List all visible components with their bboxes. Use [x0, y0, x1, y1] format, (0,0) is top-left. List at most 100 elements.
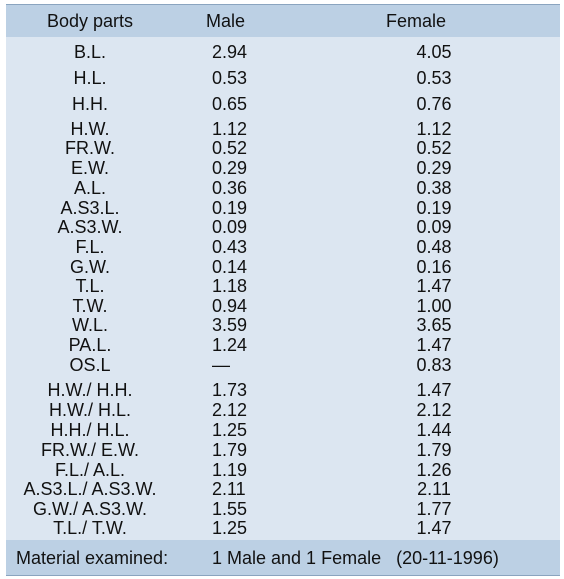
female-value-cell: 0.16 [416, 257, 452, 277]
table-row: G.W./ A.S3.W. 1.55 1.77 [6, 499, 560, 519]
table-row: T.L./ T.W. 1.25 1.47 [6, 518, 560, 538]
body-part-cell: E.W. [70, 158, 109, 178]
male-value-cell: 1.25 [212, 420, 248, 440]
table-row: OS.L — 0.83 [6, 355, 560, 375]
header-female: Female [385, 11, 447, 31]
table-header: Body parts Male Female [6, 4, 560, 37]
material-examined-label: Material examined: [16, 548, 169, 568]
male-value-cell: 0.29 [212, 158, 248, 178]
female-value-cell: 1.47 [416, 518, 452, 538]
body-part-cell: A.S3.W. [57, 217, 123, 237]
table-row: F.L. 0.43 0.48 [6, 237, 560, 257]
male-value-cell: 0.19 [212, 198, 248, 218]
female-value-cell: 1.26 [416, 460, 452, 480]
table-footer: Material examined: 1 Male and 1 Female (… [6, 540, 560, 576]
male-value-cell: 1.19 [212, 460, 248, 480]
body-part-cell: A.L. [73, 178, 107, 198]
table-row: T.L. 1.18 1.47 [6, 276, 560, 296]
male-value-cell: 2.94 [212, 42, 248, 62]
body-part-cell: H.H./ H.L. [50, 420, 130, 440]
table-row: H.W./ H.L. 2.12 2.12 [6, 400, 560, 420]
female-value-cell: 0.19 [416, 198, 452, 218]
female-value-cell: 4.05 [416, 42, 452, 62]
body-part-cell: H.L. [73, 68, 107, 88]
female-value-cell: 1.47 [416, 380, 452, 400]
male-value-cell: 0.43 [212, 237, 248, 257]
female-value-cell: 0.48 [416, 237, 452, 257]
body-part-cell: OS.L [69, 355, 111, 375]
male-value-cell: 2.12 [212, 400, 248, 420]
body-part-cell: H.W. [70, 119, 110, 139]
male-value-cell: 0.09 [212, 217, 248, 237]
female-value-cell: 2.11 [417, 479, 451, 499]
body-part-cell: F.L./ A.L. [54, 460, 126, 480]
table-row: F.L./ A.L. 1.19 1.26 [6, 460, 560, 480]
male-value-cell: 0.36 [212, 178, 248, 198]
male-value-cell: 0.14 [212, 257, 248, 277]
female-value-cell: 1.12 [416, 119, 452, 139]
female-value-cell: 0.53 [416, 68, 452, 88]
table-row: A.S3.L. 0.19 0.19 [6, 198, 560, 218]
table-row: H.H. 0.65 0.76 [6, 94, 560, 114]
body-part-cell: G.W. [70, 257, 110, 277]
table-row: FR.W. 0.52 0.52 [6, 138, 560, 158]
female-value-cell: 1.44 [416, 420, 452, 440]
male-value-cell: 3.59 [212, 315, 248, 335]
female-value-cell: 0.38 [416, 178, 452, 198]
male-value-cell: 0.52 [212, 138, 248, 158]
male-value-cell: 1.25 [212, 518, 248, 538]
male-value-cell: 0.53 [212, 68, 248, 88]
male-value-cell: 1.24 [212, 335, 248, 355]
header-body-parts: Body parts [46, 11, 134, 31]
male-value-cell: — [212, 355, 230, 375]
table-row: H.W. 1.12 1.12 [6, 119, 560, 139]
body-part-cell: A.S3.L./ A.S3.W. [23, 479, 157, 499]
table-row: G.W. 0.14 0.16 [6, 257, 560, 277]
table-body: B.L. 2.94 4.05 H.L. 0.53 0.53 H.H. 0.65 0.76 H.W.… [6, 37, 560, 540]
female-value-cell: 1.77 [416, 499, 452, 519]
body-part-cell: T.L./ T.W. [53, 518, 127, 538]
female-value-cell: 3.65 [416, 315, 452, 335]
female-value-cell: 0.83 [416, 355, 452, 375]
body-part-cell: F.L. [75, 237, 105, 257]
body-part-cell: FR.W. [65, 138, 115, 158]
table-row: E.W. 0.29 0.29 [6, 158, 560, 178]
female-value-cell: 2.12 [416, 400, 452, 420]
male-value-cell: 0.94 [212, 296, 248, 316]
measurements-table: Body parts Male Female B.L. 2.94 4.05 H.L. 0… [6, 4, 560, 576]
table-row: A.S3.W. 0.09 0.09 [6, 217, 560, 237]
male-value-cell: 2.11 [212, 479, 246, 499]
female-value-cell: 1.47 [416, 276, 452, 296]
female-value-cell: 0.29 [416, 158, 452, 178]
body-part-cell: H.W./ H.H. [47, 380, 133, 400]
table-row: A.S3.L./ A.S3.W. 2.11 2.11 [6, 479, 560, 499]
male-value-cell: 1.79 [212, 440, 248, 460]
male-value-cell: 1.12 [212, 119, 248, 139]
female-value-cell: 1.79 [416, 440, 452, 460]
table-row: H.L. 0.53 0.53 [6, 68, 560, 88]
table-row: PA.L. 1.24 1.47 [6, 335, 560, 355]
table-row: FR.W./ E.W. 1.79 1.79 [6, 440, 560, 460]
body-part-cell: A.S3.L. [60, 198, 120, 218]
male-value-cell: 0.65 [212, 94, 248, 114]
female-value-cell: 0.09 [416, 217, 452, 237]
body-part-cell: H.H. [72, 94, 108, 114]
body-part-cell: T.W. [72, 296, 108, 316]
body-part-cell: H.W./ H.L. [48, 400, 131, 420]
body-part-cell: W.L. [71, 315, 108, 335]
body-part-cell: G.W./ A.S3.W. [32, 499, 148, 519]
female-value-cell: 1.00 [416, 296, 452, 316]
table-row: W.L. 3.59 3.65 [6, 315, 560, 335]
body-part-cell: FR.W./ E.W. [41, 440, 139, 460]
female-value-cell: 0.76 [416, 94, 452, 114]
table-row: T.W. 0.94 1.00 [6, 296, 560, 316]
male-value-cell: 1.18 [212, 276, 248, 296]
header-male: Male [206, 11, 246, 31]
male-value-cell: 1.55 [212, 499, 248, 519]
table-row: H.H./ H.L. 1.25 1.44 [6, 420, 560, 440]
body-part-cell: T.L. [75, 276, 105, 296]
body-part-cell: PA.L. [68, 335, 112, 355]
table-row: H.W./ H.H. 1.73 1.47 [6, 380, 560, 400]
body-part-cell: B.L. [73, 42, 107, 62]
table-row: A.L. 0.36 0.38 [6, 178, 560, 198]
